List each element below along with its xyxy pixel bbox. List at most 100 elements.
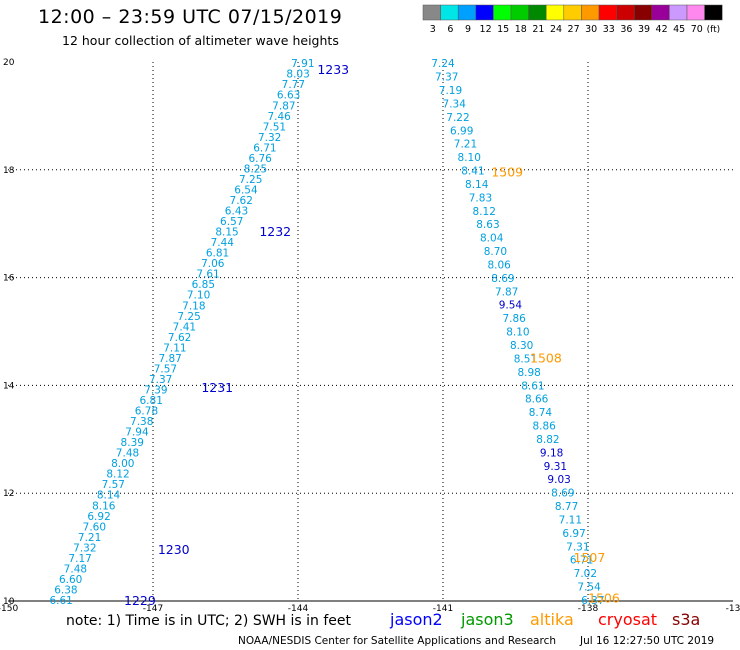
legend-jason3: jason3 — [461, 610, 514, 629]
wave-height-value: 8.10 — [458, 152, 481, 164]
wave-height-value: 9.31 — [544, 461, 567, 473]
wave-height-value: 9.54 — [499, 300, 523, 312]
wave-height-value: 6.63 — [277, 90, 300, 102]
y-tick-label: 16 — [3, 274, 15, 284]
wave-height-value: 6.78 — [135, 406, 158, 418]
wave-height-value: 8.74 — [529, 407, 553, 419]
legend-swatch — [563, 4, 582, 21]
wave-height-value: 8.69 — [551, 488, 574, 500]
legend-label: 33 — [603, 24, 615, 35]
wave-height-value: 8.12 — [106, 469, 129, 481]
wave-height-value: 6.76 — [248, 153, 272, 165]
wave-height-value: 6.37 — [581, 595, 604, 607]
wave-height-value: 8.69 — [491, 273, 514, 285]
wave-height-value: 7.11 — [559, 514, 582, 526]
wave-height-value: 8.77 — [555, 501, 578, 513]
wave-height-value: 6.85 — [192, 279, 215, 291]
footer-credit: NOAA/NESDIS Center for Satellite Applica… — [238, 635, 556, 647]
legend-label: 42 — [656, 24, 668, 35]
legend-swatch — [704, 4, 723, 21]
wave-height-value: 7.41 — [173, 321, 196, 333]
wave-height-value: 7.31 — [566, 541, 589, 553]
wave-height-value: 7.39 — [144, 384, 167, 396]
wave-height-value: 7.25 — [177, 311, 200, 323]
time-label: 1229 — [124, 593, 156, 608]
wave-height-value: 7.87 — [272, 100, 295, 112]
y-tick-label: 18 — [3, 166, 15, 176]
time-label: 1230 — [158, 542, 190, 557]
wave-height-value: 6.57 — [220, 216, 243, 228]
page-subtitle: 12 hour collection of altimeter wave hei… — [62, 33, 339, 48]
wave-height-value: 7.02 — [574, 568, 597, 580]
wave-height-value: 7.57 — [154, 363, 177, 375]
x-tick-label: -13 — [726, 604, 740, 614]
wave-height-value: 6.61 — [49, 595, 72, 607]
wave-height-value: 7.62 — [230, 195, 253, 207]
y-tick-label: 10 — [3, 597, 15, 607]
wave-height-value: 7.22 — [446, 112, 469, 124]
legend-label: 6 — [447, 24, 453, 35]
legend-unit: (ft) — [707, 25, 721, 35]
wave-height-value: 8.41 — [461, 166, 484, 178]
legend-jason2: jason2 — [390, 610, 443, 629]
wave-height-value: 8.14 — [97, 490, 121, 502]
wave-height-value: 7.51 — [263, 121, 286, 133]
time-label: 1233 — [317, 62, 349, 77]
y-tick-label: 20 — [3, 58, 15, 68]
wave-height-value: 7.87 — [158, 353, 181, 365]
time-label: 1232 — [259, 224, 291, 239]
legend-s3a: s3a — [672, 610, 701, 629]
wave-height-value: 7.06 — [201, 258, 225, 270]
legend-label: 3 — [430, 24, 436, 35]
x-tick-label: -144 — [288, 604, 309, 614]
legend-label: 15 — [497, 24, 509, 35]
legend-label: 70 — [691, 24, 703, 35]
time-label: 1507 — [574, 550, 606, 565]
legend-swatch — [686, 4, 705, 21]
wave-height-value: 8.00 — [111, 458, 134, 470]
wave-height-value: 6.81 — [140, 395, 163, 407]
legend-altika: altika — [530, 610, 574, 629]
wave-height-value: 7.32 — [258, 132, 281, 144]
wave-height-value: 8.66 — [525, 394, 549, 406]
wave-height-value: 8.12 — [473, 206, 496, 218]
grid-lines — [8, 62, 733, 601]
legend-swatch — [581, 4, 600, 21]
wave-height-value: 7.11 — [163, 342, 186, 354]
wave-height-value: 7.24 — [431, 58, 455, 70]
wave-height-value: 7.87 — [495, 286, 518, 298]
legend-label: 36 — [620, 24, 632, 35]
footer-timestamp: Jul 16 12:27:50 UTC 2019 — [580, 635, 715, 647]
wave-height-value: 6.71 — [570, 555, 593, 567]
legend-swatch — [651, 4, 670, 21]
wave-height-value: 8.70 — [484, 246, 507, 258]
wave-height-value: 8.10 — [506, 327, 529, 339]
x-tick-label: -150 — [0, 604, 18, 614]
wave-height-value: 8.30 — [510, 340, 533, 352]
wave-height-value: 8.25 — [244, 163, 267, 175]
wave-height-value: 8.98 — [517, 367, 540, 379]
wave-height-value: 8.15 — [215, 227, 238, 239]
wave-height-value: 9.03 — [547, 474, 570, 486]
time-labels: 1229 1230 1231 1232 1233 1506 1507 1508 1509 — [124, 62, 620, 608]
wave-height-value: 7.38 — [130, 416, 153, 428]
legend-swatch — [528, 4, 547, 21]
wave-height-value: 7.17 — [68, 553, 91, 565]
legend-swatch — [633, 4, 653, 21]
wave-height-value: 6.97 — [562, 528, 585, 540]
wave-height-value: 6.99 — [450, 125, 473, 137]
wave-height-value: 7.25 — [239, 174, 262, 186]
legend-label: 18 — [515, 24, 527, 35]
note-text: note: 1) Time is in UTC; 2) SWH is in fe… — [66, 613, 352, 629]
wave-height-value: 7.34 — [443, 98, 467, 110]
wave-height-value: 7.21 — [78, 532, 101, 544]
time-label: 1231 — [201, 380, 233, 395]
legend-swatch — [616, 4, 635, 21]
wave-height-value: 7.46 — [267, 111, 291, 123]
legend-swatch — [457, 4, 477, 21]
wave-height-value: 9.18 — [540, 447, 563, 459]
wave-height-value: 6.38 — [54, 584, 77, 596]
wave-height-value: 8.39 — [121, 437, 144, 449]
legend-swatch — [440, 4, 459, 21]
legend-swatch — [545, 4, 565, 21]
